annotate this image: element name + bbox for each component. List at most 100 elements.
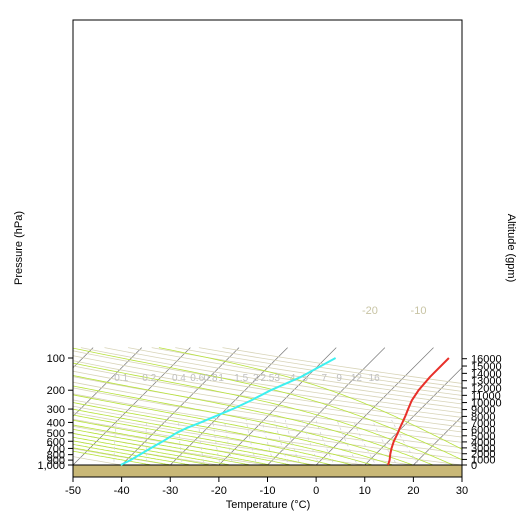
- mixing-ratio-label: 12: [351, 373, 363, 384]
- isotherm-label: -20: [362, 305, 378, 317]
- mixing-ratio-label: 0.6: [190, 373, 204, 384]
- mixing-ratio-label: 4: [290, 373, 296, 384]
- moist-adiabat-line: [73, 433, 265, 469]
- mixing-ratio-label: 0.2: [142, 373, 156, 384]
- plot-area: [73, 20, 462, 477]
- mixing-ratio-line: [352, 419, 378, 468]
- moist-adiabat-line: [73, 408, 363, 469]
- y-tick-label: 500: [47, 428, 65, 440]
- mixing-ratio-label: 0.4: [172, 373, 186, 384]
- ground-band: [72, 464, 463, 478]
- y-tick-label: 1,000: [37, 460, 65, 472]
- moist-adiabat-line: [158, 347, 462, 450]
- x-tick-label: -10: [260, 485, 276, 497]
- dry-adiabat-line: [73, 412, 435, 469]
- dry-adiabat-line: [73, 399, 462, 460]
- moist-adiabat-line: [73, 385, 421, 469]
- altitude-tick-label: 8000: [471, 411, 495, 423]
- mixing-ratio-label: 5: [302, 373, 308, 384]
- isotherm-label: 0: [464, 305, 470, 317]
- isotherm-label: 10: [510, 305, 522, 317]
- mixing-ratio-labels: 0.1 0.2 0.4 0.6 0.8 1 1.5 2 2.5 3 4 5 7 9 12 16: [114, 373, 380, 384]
- moist-adiabat-line: [73, 375, 440, 469]
- mixing-ratio-line: [371, 419, 400, 468]
- altitude-tick-label: 2000: [471, 449, 495, 461]
- dry-adiabat-line: [80, 347, 462, 409]
- dry-adiabat-line: [104, 347, 462, 405]
- altitude-tick-label: 14000: [471, 368, 502, 380]
- mixing-ratio-label: 0.8: [204, 373, 218, 384]
- x-tick-label: 10: [359, 485, 371, 497]
- isotherm-line: [508, 348, 532, 468]
- dry-adiabat-line: [73, 376, 462, 438]
- y-tick-label: 900: [47, 455, 65, 467]
- y-tick-label: 400: [47, 417, 65, 429]
- y-tick-label: 700: [47, 443, 65, 455]
- y-tick-label: 800: [47, 450, 65, 462]
- isotherm-line: [410, 415, 462, 468]
- dewpoint-profile-line: [120, 357, 337, 466]
- mixing-ratio-label: 9: [336, 373, 342, 384]
- mixing-ratio-label: 2.5: [260, 373, 274, 384]
- altitude-tick-label: 0: [471, 460, 477, 472]
- mixing-ratio-label: 1.5: [234, 373, 248, 384]
- moist-adiabat-line: [73, 424, 304, 469]
- altitude-tick-label: 6000: [471, 424, 495, 436]
- y-axis-title: Pressure (hPa): [13, 211, 25, 285]
- altitude-tick-label: 15000: [471, 361, 502, 373]
- moist-adiabat-line: [73, 419, 324, 469]
- y2-axis-title: Altitude (gpm): [505, 214, 517, 282]
- dry-adiabat-line: [73, 448, 188, 469]
- x-tick-label: -40: [114, 485, 130, 497]
- moist-adiabat-line: [73, 428, 285, 469]
- mixing-ratio-label: 0.1: [114, 373, 128, 384]
- dry-adiabat-line: [73, 456, 139, 469]
- moist-adiabat-line: [73, 443, 207, 469]
- x-tick-label: 20: [407, 485, 419, 497]
- altitude-tick-label: 11000: [471, 390, 501, 402]
- temperature-profile-line: [387, 357, 450, 466]
- altitude-tick-label: 13000: [471, 376, 502, 388]
- altitude-tick-label: 3000: [471, 443, 495, 455]
- x-axis: -50 -40 -30 -20 -10 0 10 20 30: [65, 477, 468, 497]
- x-tick-label: -50: [65, 485, 81, 497]
- dry-adiabat-line: [73, 387, 462, 449]
- altitude-tick-label: 7000: [471, 418, 495, 430]
- x-tick-label: -20: [211, 485, 227, 497]
- y-tick-label: 100: [47, 353, 65, 365]
- dry-adiabat-line: [73, 355, 462, 418]
- mixing-ratio-label: 7: [322, 373, 328, 384]
- altitude-tick-label: 10000: [471, 398, 502, 410]
- profile-lines: [120, 357, 450, 466]
- mixing-ratio-label: 1: [218, 373, 224, 384]
- y-tick-label: 600: [47, 436, 65, 448]
- mixing-ratio-line: [113, 419, 117, 468]
- mixing-ratio-line: [245, 419, 258, 468]
- altitude-tick-label: 5000: [471, 431, 495, 443]
- mixing-ratio-line: [261, 419, 276, 468]
- background-lines: [73, 347, 532, 469]
- mixing-ratio-label: 3: [274, 373, 280, 384]
- dry-adiabat-line: [73, 360, 462, 423]
- x-tick-label: 0: [313, 485, 319, 497]
- isotherm-labels: -20-10010203040506070: [362, 305, 522, 317]
- dry-adiabat-line: [73, 393, 462, 454]
- dry-adiabat-line: [128, 347, 462, 401]
- y-tick-label: 200: [47, 385, 65, 397]
- mixing-ratio-line: [178, 420, 183, 468]
- altitude-tick-label: 4000: [471, 437, 495, 449]
- x-tick-label: 30: [456, 485, 468, 497]
- mixing-ratio-line: [301, 419, 321, 468]
- mixing-ratio-line: [336, 419, 360, 468]
- mixing-ratio-line: [284, 419, 302, 468]
- mixing-ratio-line: [224, 419, 234, 468]
- dry-adiabat-line: [73, 365, 462, 428]
- dry-adiabat-line: [73, 440, 237, 469]
- dry-adiabat-line: [73, 350, 462, 414]
- altitude-tick-label: 16000: [471, 354, 502, 366]
- mixing-ratio-line: [315, 419, 336, 468]
- altitude-tick-label: 9000: [471, 405, 495, 417]
- altitude-tick-label: 12000: [471, 383, 502, 395]
